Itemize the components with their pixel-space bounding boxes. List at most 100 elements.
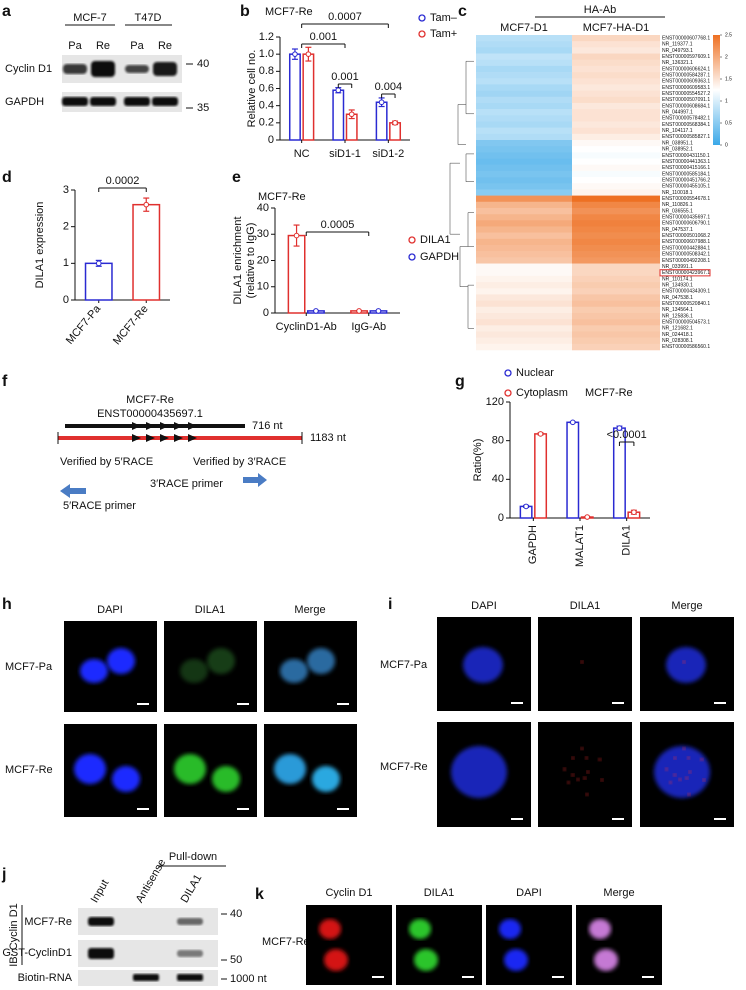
band bbox=[177, 974, 203, 981]
row-label: NR_110826.1 bbox=[662, 202, 693, 208]
row-label: ENST00000492208.1 bbox=[662, 258, 710, 264]
heat-cell bbox=[572, 72, 660, 79]
x-tick-label: DILA1 bbox=[621, 525, 633, 556]
cell bbox=[414, 949, 438, 971]
y-axis-label: Ratio(%) bbox=[472, 439, 484, 482]
band bbox=[91, 61, 115, 77]
heat-cell bbox=[476, 90, 572, 98]
cell bbox=[112, 766, 140, 792]
cell bbox=[499, 919, 521, 939]
panel-letter: a bbox=[2, 3, 11, 20]
cell bbox=[280, 659, 308, 683]
row-label: ENST00000441363.1 bbox=[662, 159, 710, 165]
label: MCF7-Re bbox=[262, 936, 310, 948]
label: 5′RACE primer bbox=[63, 500, 136, 512]
heat-cell bbox=[476, 263, 572, 271]
colorbar-label: 0.5 bbox=[725, 120, 732, 126]
heat-cell bbox=[476, 152, 572, 159]
row-label: NR_038951.1 bbox=[662, 140, 693, 146]
y-tick-label: 2 bbox=[63, 221, 69, 233]
row-label: ENST00000501068.2 bbox=[662, 233, 710, 239]
row-label: ENST00000451766.2 bbox=[662, 177, 710, 183]
cell bbox=[702, 778, 706, 782]
heat-cell bbox=[572, 84, 660, 91]
label: 40 bbox=[230, 908, 242, 920]
heat-cell bbox=[572, 121, 660, 128]
label: DAPI bbox=[516, 887, 542, 899]
row-label: ENST00000609583.1 bbox=[662, 85, 710, 91]
row-label: ENST00000608684.1 bbox=[662, 103, 710, 109]
data-point bbox=[375, 308, 382, 314]
y-tick-label: 0 bbox=[263, 307, 269, 319]
cell bbox=[174, 754, 206, 784]
cell bbox=[207, 648, 235, 674]
label: 3′RACE primer bbox=[150, 478, 223, 490]
row-label: ENST00000586560.1 bbox=[662, 344, 710, 350]
label: Pa bbox=[130, 40, 144, 52]
heat-cell bbox=[572, 282, 660, 289]
data-point bbox=[378, 99, 385, 106]
y-tick-label: 0.8 bbox=[259, 65, 274, 77]
colorbar bbox=[713, 35, 720, 145]
legend-label: GAPDH bbox=[420, 251, 459, 263]
data-point bbox=[631, 509, 637, 516]
label: Re bbox=[96, 40, 110, 52]
arrowhead bbox=[188, 422, 197, 430]
heat-cell bbox=[476, 220, 572, 227]
row-label: NR_119377.1 bbox=[662, 42, 693, 48]
data-point bbox=[616, 425, 623, 431]
cell bbox=[673, 756, 677, 760]
panel-letter: j bbox=[1, 866, 6, 883]
heat-cell bbox=[476, 269, 572, 277]
data-point bbox=[348, 111, 355, 118]
label: DILA1 bbox=[179, 872, 205, 904]
legend-marker bbox=[504, 389, 512, 397]
label: DILA1 bbox=[195, 604, 226, 616]
heat-cell bbox=[476, 325, 572, 332]
heat-cell bbox=[572, 232, 660, 240]
heat-cell bbox=[476, 257, 572, 264]
heat-cell bbox=[476, 109, 572, 116]
cell bbox=[571, 773, 575, 777]
bar bbox=[84, 262, 113, 301]
bar bbox=[132, 203, 161, 301]
legend-marker bbox=[418, 14, 426, 22]
cell bbox=[687, 756, 691, 760]
heat-cell bbox=[572, 96, 660, 104]
row-label: ENST00000554527.2 bbox=[662, 91, 710, 97]
p-value: 0.001 bbox=[331, 71, 359, 83]
cell bbox=[682, 747, 686, 751]
y-tick-label: 0 bbox=[63, 294, 69, 306]
row-label: ENST00000585184.1 bbox=[662, 171, 710, 177]
heat-cell bbox=[572, 102, 660, 110]
arrowhead bbox=[146, 422, 155, 430]
heat-cell bbox=[572, 251, 660, 258]
heat-cell bbox=[476, 189, 572, 196]
micrograph bbox=[306, 905, 392, 985]
heat-cell bbox=[572, 201, 660, 209]
micrograph bbox=[486, 905, 572, 985]
heat-cell bbox=[572, 207, 660, 215]
panel-letter: d bbox=[2, 169, 12, 186]
band bbox=[124, 97, 150, 106]
heat-cell bbox=[572, 226, 660, 233]
bar bbox=[534, 433, 548, 519]
heat-cell bbox=[476, 164, 572, 172]
row-label: ENST00000423967.1 bbox=[662, 270, 710, 276]
highlight-box bbox=[659, 269, 711, 277]
arrowhead bbox=[174, 434, 183, 442]
row-label: NR_110018.1 bbox=[662, 190, 693, 196]
band bbox=[62, 97, 88, 106]
p-value: 0.001 bbox=[310, 31, 338, 43]
label: Pa bbox=[68, 40, 82, 52]
heat-cell bbox=[572, 53, 660, 61]
y-tick-label: 1.0 bbox=[259, 48, 274, 60]
band bbox=[177, 950, 203, 957]
row-label: ENST00000568384.1 bbox=[662, 122, 710, 128]
heat-cell bbox=[476, 201, 572, 209]
band bbox=[177, 918, 203, 925]
cell bbox=[107, 648, 135, 674]
label: DAPI bbox=[97, 604, 123, 616]
heat-cell bbox=[572, 312, 660, 320]
heat-cell bbox=[572, 306, 660, 314]
